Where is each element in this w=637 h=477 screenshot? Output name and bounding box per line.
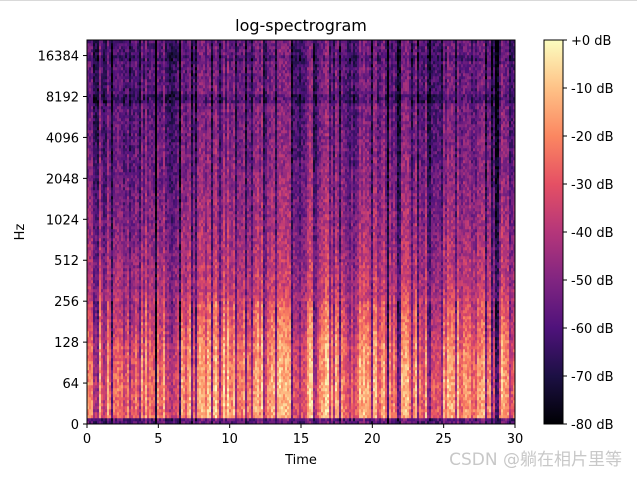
x-tick-label: 0: [83, 432, 91, 447]
y-tick-label: 256: [54, 295, 79, 310]
x-tick-label: 10: [221, 432, 238, 447]
y-tick-label: 2048: [46, 172, 79, 187]
colorbar-tick-label: -50 dB: [571, 274, 614, 289]
y-tick-label: 1024: [46, 213, 79, 228]
x-tick-label: 20: [364, 432, 381, 447]
x-axis: 0 5 10 15 20 25 30: [83, 424, 523, 447]
y-tick-label: 512: [54, 254, 79, 269]
x-tick-label: 25: [435, 432, 452, 447]
x-tick-label: 30: [507, 432, 524, 447]
y-axis: 0 64 128 256 512 1024 2048 4096 8192 16384: [38, 50, 87, 433]
y-tick-label: 16384: [38, 50, 79, 65]
colorbar-tick-label: -20 dB: [571, 130, 614, 145]
colorbar-tick-label: -70 dB: [571, 370, 614, 385]
spectrogram-heatmap: [87, 40, 515, 424]
y-tick-label: 128: [54, 336, 79, 351]
x-axis-label: Time: [284, 453, 317, 468]
colorbar-tick-label: -60 dB: [571, 322, 614, 337]
y-tick-label: 4096: [46, 131, 79, 146]
colorbar-tick-label: -40 dB: [571, 226, 614, 241]
watermark: CSDN @躺在相片里等: [449, 450, 622, 470]
y-tick-label: 8192: [46, 90, 79, 105]
y-axis-label: Hz: [13, 224, 28, 241]
y-tick-label: 64: [62, 377, 79, 392]
y-tick-label: 0: [71, 418, 79, 433]
colorbar-tick-label: +0 dB: [571, 34, 611, 49]
colorbar-tick-label: -80 dB: [571, 418, 614, 433]
colorbar-tick-label: -10 dB: [571, 82, 614, 97]
colorbar-tick-label: -30 dB: [571, 178, 614, 193]
x-tick-label: 5: [154, 432, 162, 447]
chart-title: log-spectrogram: [235, 16, 367, 35]
colorbar-axis: +0 dB -10 dB -20 dB -30 dB -40 dB -50 dB -60 d…: [563, 34, 614, 433]
x-tick-label: 15: [293, 432, 310, 447]
colorbar: [544, 40, 563, 424]
